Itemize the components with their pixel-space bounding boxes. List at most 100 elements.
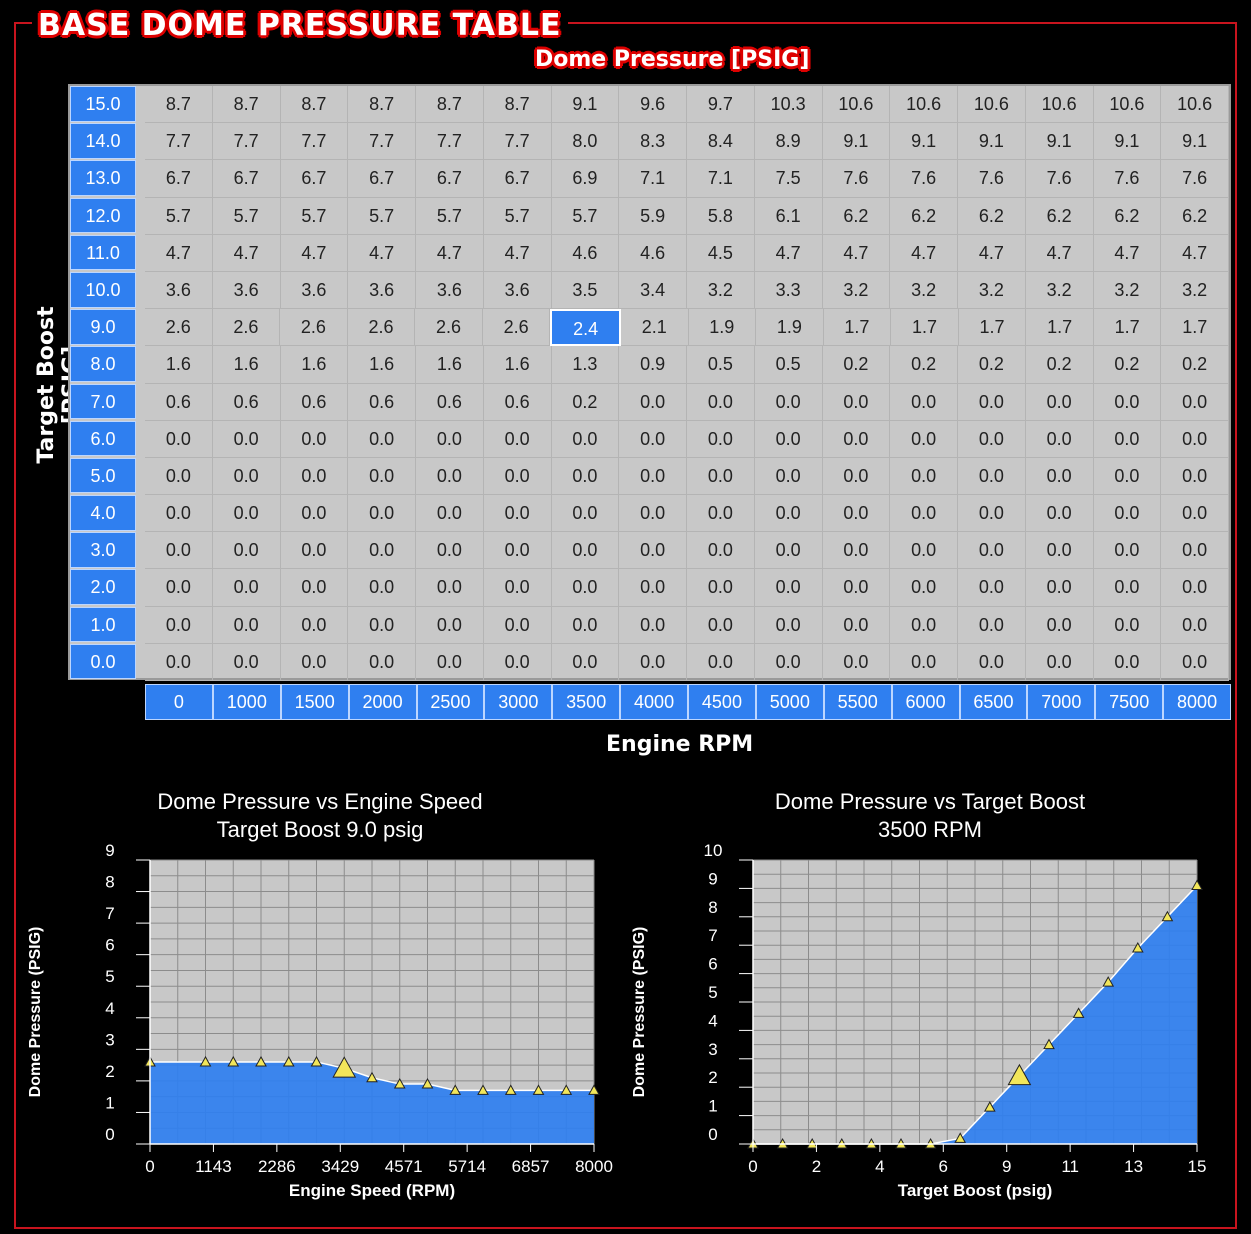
table-cell[interactable]: 1.7	[1026, 309, 1094, 347]
table-cell[interactable]: 0.0	[754, 532, 823, 570]
table-cell[interactable]: 0.0	[958, 643, 1026, 681]
table-cell[interactable]: 0.0	[551, 420, 620, 458]
table-cell[interactable]: 8.3	[619, 123, 687, 161]
table-cell[interactable]: 0.0	[145, 495, 213, 533]
table-cell[interactable]: 2.6	[347, 309, 416, 347]
table-cell[interactable]: 4.7	[416, 234, 484, 272]
table-cell[interactable]: 3.6	[348, 271, 416, 310]
table-cell[interactable]: 0.0	[416, 569, 484, 607]
table-cell[interactable]: 4.7	[280, 234, 349, 272]
table-cell[interactable]: 2.6	[482, 309, 551, 347]
table-cell[interactable]: 1.6	[348, 346, 416, 384]
table-cell[interactable]: 6.9	[551, 160, 620, 198]
table-cell[interactable]: 7.7	[348, 123, 416, 161]
rpm-axis-cell[interactable]: 3500	[552, 684, 621, 720]
table-cell[interactable]: 0.0	[348, 532, 416, 570]
rpm-axis-cell[interactable]: 5500	[823, 684, 892, 720]
table-cell[interactable]: 0.0	[1093, 457, 1162, 496]
table-cell[interactable]: 6.7	[348, 160, 416, 198]
table-cell[interactable]: 0.0	[1161, 606, 1229, 644]
table-cell[interactable]: 0.0	[890, 420, 958, 458]
table-cell[interactable]: 4.6	[619, 234, 687, 272]
rpm-axis-cell[interactable]: 3000	[484, 684, 553, 720]
table-cell[interactable]: 7.6	[822, 160, 891, 198]
table-cell[interactable]: 6.7	[145, 160, 213, 198]
table-cell[interactable]: 8.7	[483, 86, 552, 124]
table-cell[interactable]: 0.0	[551, 643, 620, 681]
table-cell[interactable]: 0.0	[1025, 606, 1094, 644]
table-cell[interactable]: 0.0	[145, 643, 213, 681]
table-cell[interactable]: 8.0	[551, 123, 620, 161]
table-cell[interactable]: 7.7	[483, 123, 552, 161]
table-cell[interactable]: 0.0	[958, 420, 1026, 458]
table-cell[interactable]: 0.0	[348, 420, 416, 458]
table-cell[interactable]: 0.0	[212, 606, 281, 644]
table-cell[interactable]: 0.0	[1093, 643, 1162, 681]
table-cell[interactable]: 0.2	[551, 383, 620, 421]
table-cell[interactable]: 6.2	[822, 197, 891, 235]
rpm-axis-cell[interactable]: 1500	[280, 684, 349, 720]
table-cell[interactable]: 0.0	[619, 569, 687, 607]
table-cell[interactable]: 7.7	[280, 123, 349, 161]
table-cell[interactable]: 10.6	[958, 86, 1026, 124]
boost-axis-cell[interactable]: 5.0	[70, 457, 136, 494]
table-cell[interactable]: 7.6	[890, 160, 958, 198]
table-cell[interactable]: 0.2	[890, 346, 958, 384]
table-cell[interactable]: 0.0	[551, 606, 620, 644]
table-cell[interactable]: 4.7	[348, 234, 416, 272]
boost-axis-cell[interactable]: 15.0	[70, 86, 136, 122]
table-cell[interactable]: 1.9	[688, 309, 757, 347]
table-cell[interactable]: 0.0	[822, 606, 891, 644]
table-cell[interactable]: 6.1	[754, 197, 823, 235]
table-cell[interactable]: 10.6	[890, 86, 958, 124]
table-cell[interactable]: 3.2	[890, 271, 958, 310]
table-cell[interactable]: 3.2	[687, 271, 755, 310]
table-cell[interactable]: 5.7	[551, 197, 620, 235]
table-cell[interactable]: 0.0	[822, 643, 891, 681]
table-cell[interactable]: 1.6	[416, 346, 484, 384]
table-cell[interactable]: 0.0	[212, 495, 281, 533]
table-cell[interactable]: 0.0	[483, 457, 552, 496]
table-cell[interactable]: 0.0	[1093, 383, 1162, 421]
table-cell[interactable]: 0.0	[687, 420, 755, 458]
table-cell[interactable]: 0.0	[280, 532, 349, 570]
table-cell[interactable]: 0.0	[958, 495, 1026, 533]
table-cell[interactable]: 0.0	[280, 420, 349, 458]
table-cell[interactable]: 7.1	[619, 160, 687, 198]
table-cell[interactable]: 5.7	[280, 197, 349, 235]
table-cell[interactable]: 0.0	[212, 457, 281, 496]
rpm-axis-cell[interactable]: 5000	[755, 684, 824, 720]
table-cell[interactable]: 0.0	[1093, 532, 1162, 570]
table-cell[interactable]: 0.0	[280, 569, 349, 607]
table-cell[interactable]: 0.0	[822, 383, 891, 421]
table-cell[interactable]: 0.0	[619, 457, 687, 496]
table-cell[interactable]: 6.2	[958, 197, 1026, 235]
table-cell[interactable]: 3.6	[280, 271, 349, 310]
table-cell[interactable]: 3.6	[145, 271, 213, 310]
table-cell[interactable]: 0.2	[1025, 346, 1094, 384]
boost-axis-cell[interactable]: 11.0	[70, 234, 136, 271]
rpm-axis-cell[interactable]: 8000	[1163, 684, 1231, 720]
table-cell[interactable]: 7.6	[1025, 160, 1094, 198]
table-cell[interactable]: 0.0	[1161, 569, 1229, 607]
table-cell[interactable]: 0.0	[1025, 495, 1094, 533]
table-cell[interactable]: 0.0	[687, 569, 755, 607]
table-cell[interactable]: 0.0	[958, 457, 1026, 496]
table-cell[interactable]: 0.5	[754, 346, 823, 384]
table-cell[interactable]: 0.0	[890, 457, 958, 496]
table-cell[interactable]: 4.7	[483, 234, 552, 272]
table-cell[interactable]: 1.3	[551, 346, 620, 384]
table-cell[interactable]: 0.0	[754, 383, 823, 421]
table-cell[interactable]: 0.0	[822, 457, 891, 496]
table-cell[interactable]: 1.6	[145, 346, 213, 384]
rpm-axis-cell[interactable]: 2000	[348, 684, 417, 720]
table-cell[interactable]: 7.7	[145, 123, 213, 161]
table-cell[interactable]: 0.0	[212, 643, 281, 681]
table-cell[interactable]: 0.0	[416, 420, 484, 458]
table-cell[interactable]: 0.0	[551, 532, 620, 570]
table-cell[interactable]: 7.6	[958, 160, 1026, 198]
table-cell[interactable]: 0.0	[754, 495, 823, 533]
table-cell[interactable]: 3.2	[1093, 271, 1162, 310]
table-cell[interactable]: 5.7	[348, 197, 416, 235]
table-cell[interactable]: 0.0	[145, 606, 213, 644]
